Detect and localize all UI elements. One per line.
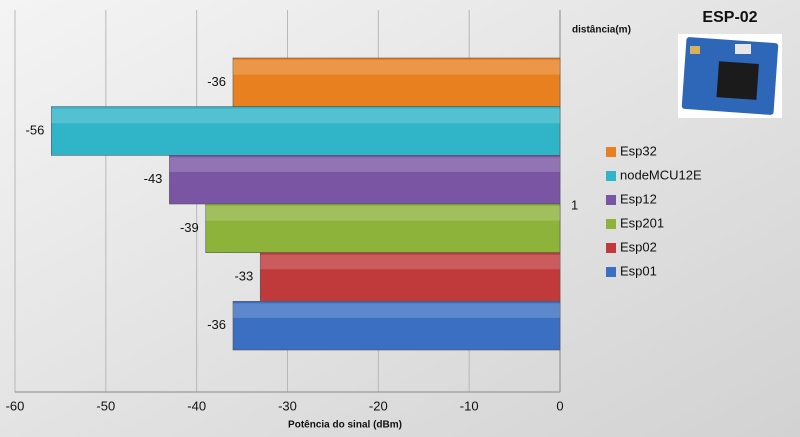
chart-title: ESP-02: [702, 9, 757, 26]
bar: [259, 252, 561, 302]
bar: [51, 106, 561, 156]
antenna: [690, 46, 700, 54]
bar-highlight: [51, 108, 560, 124]
bar-highlight: [169, 157, 560, 172]
x-tick-label: -30: [278, 398, 297, 413]
chip: [716, 61, 759, 100]
value-label: -36: [207, 74, 226, 89]
legend-swatch: [606, 171, 616, 181]
legend-swatch: [606, 195, 616, 205]
legend-label: Esp201: [620, 215, 664, 230]
bar: [232, 57, 561, 107]
x-tick-label: -50: [96, 398, 115, 413]
bar: [205, 203, 561, 253]
legend-swatch: [606, 267, 616, 277]
x-tick-label: -40: [187, 398, 206, 413]
y-axis-title: distância(m): [572, 25, 631, 36]
bar-highlight: [205, 206, 560, 221]
bar-highlight: [260, 254, 560, 270]
value-label: -33: [234, 268, 253, 283]
value-label: -39: [180, 220, 199, 235]
legend-swatch: [606, 147, 616, 157]
bar: [232, 301, 561, 351]
x-tick-label: -60: [6, 398, 25, 413]
x-axis-title: Potência do sinal (dBm): [288, 420, 402, 431]
legend-swatch: [606, 243, 616, 253]
module-image: [678, 34, 782, 118]
legend-label: Esp01: [620, 263, 657, 278]
x-tick-label: -20: [369, 398, 388, 413]
bar-highlight: [233, 303, 560, 318]
value-label: -36: [207, 317, 226, 332]
bar-highlight: [233, 60, 560, 75]
y-tick-label: 1: [571, 197, 578, 212]
value-label: -43: [144, 171, 163, 186]
legend-label: Esp32: [620, 143, 657, 158]
legend-label: nodeMCU12E: [620, 167, 702, 182]
value-label: -56: [26, 122, 45, 137]
bar: [169, 155, 561, 205]
legend-swatch: [606, 219, 616, 229]
legend-label: Esp12: [620, 191, 657, 206]
component: [735, 44, 751, 54]
x-tick-label: 0: [556, 398, 563, 413]
x-tick-label: -10: [460, 398, 479, 413]
legend-label: Esp02: [620, 239, 657, 254]
